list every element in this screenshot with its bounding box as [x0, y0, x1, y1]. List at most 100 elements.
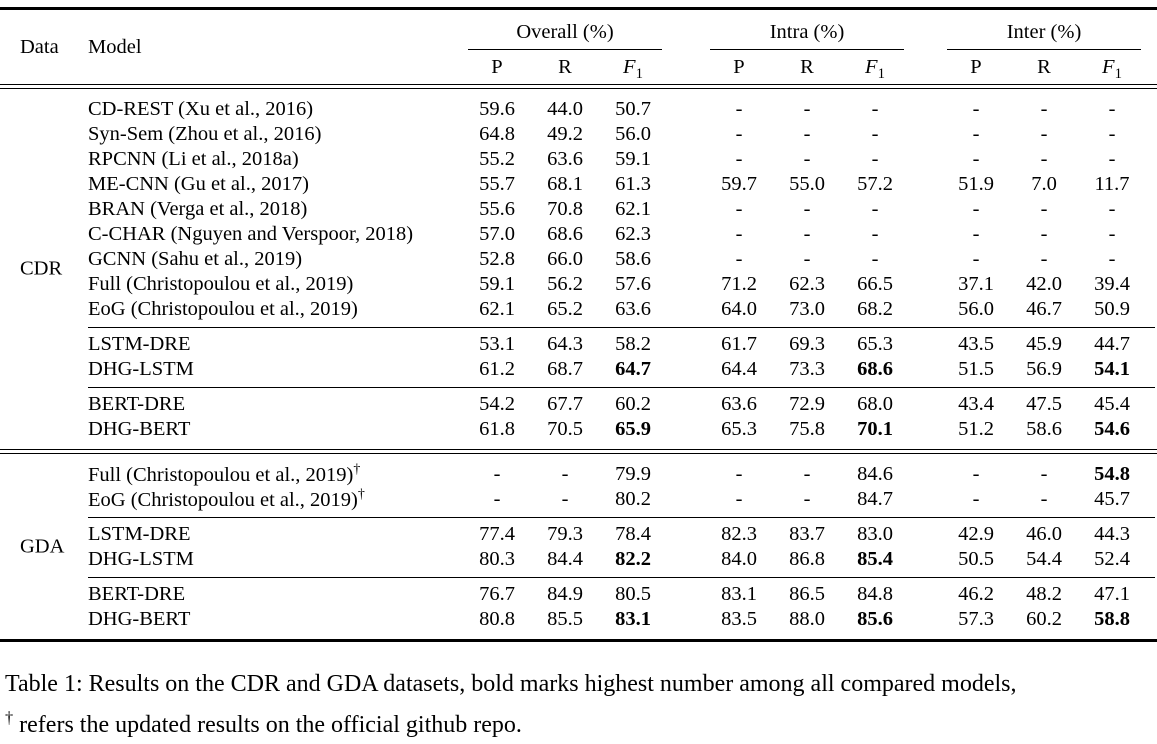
- metric-value-cell: -: [735, 98, 743, 120]
- metric-value-cell: 37.1: [958, 273, 994, 295]
- table-row: LSTM-DRE 53.1 64.3 58.2 61.7 69.3 65.3 43.5 45.9…: [0, 332, 1157, 357]
- model-name-cell: LSTM-DRE: [88, 523, 191, 545]
- table-header-row: Data Model Overall (%) P R F1 Intra (%): [0, 10, 1157, 84]
- metric-value-cell: 76.7: [479, 583, 515, 605]
- metric-value-cell: 65.3: [857, 333, 893, 355]
- metric-value-cell: 58.6: [615, 248, 651, 270]
- metric-value-cell: -: [803, 123, 811, 145]
- metric-value-cell: 57.3: [958, 608, 994, 630]
- metric-value-cell: 53.1: [479, 333, 515, 355]
- table-row: BERT-DRE 76.7 84.9 80.5 83.1 86.5 84.8 46.2 48.2…: [0, 582, 1157, 607]
- metric-value-cell: -: [735, 198, 743, 220]
- model-name-cell: EoG (Christopoulou et al., 2019)†: [88, 487, 365, 511]
- metric-value-cell: 64.0: [721, 298, 757, 320]
- metric-value-cell: -: [1040, 223, 1048, 245]
- metric-value-cell: 57.6: [615, 273, 651, 295]
- col-header-intra-r: R: [800, 56, 814, 78]
- metric-value-cell: 59.6: [479, 98, 515, 120]
- metric-value-cell: 68.7: [547, 358, 583, 380]
- metric-value-cell: 85.4: [857, 548, 893, 570]
- metric-value-cell: 61.3: [615, 173, 651, 195]
- metric-value-cell: 88.0: [789, 608, 825, 630]
- model-name-cell: DHG-LSTM: [88, 548, 194, 570]
- metric-value-cell: 42.9: [958, 523, 994, 545]
- dataset-label: GDA: [20, 535, 65, 557]
- metric-value-cell: -: [1108, 248, 1116, 270]
- metric-value-cell: 69.3: [789, 333, 825, 355]
- metric-value-cell: 59.1: [479, 273, 515, 295]
- col-header-data-label: Data: [20, 35, 59, 58]
- metric-value-cell: 70.5: [547, 418, 583, 440]
- metric-value-cell: 52.4: [1094, 548, 1130, 570]
- metric-value-cell: 67.7: [547, 393, 583, 415]
- model-name-cell: DHG-LSTM: [88, 358, 194, 380]
- table-row: BRAN (Verga et al., 2018) 55.6 70.8 62.1 - - -…: [0, 197, 1157, 222]
- overall-metric-headers: P R F1: [463, 53, 667, 83]
- metric-value-cell: 11.7: [1094, 173, 1130, 195]
- metric-value-cell: 61.2: [479, 358, 515, 380]
- metric-value-cell: -: [871, 248, 879, 270]
- intra-metric-headers: P R F1: [705, 53, 909, 83]
- metric-value-cell: 64.4: [721, 358, 757, 380]
- metric-value-cell: -: [972, 488, 980, 510]
- col-header-inter-f1: F1: [1102, 56, 1122, 83]
- metric-value-cell: 65.9: [615, 418, 651, 440]
- metric-value-cell: 56.0: [615, 123, 651, 145]
- metric-value-cell: 63.6: [547, 148, 583, 170]
- block-divider-rule: [88, 516, 1155, 518]
- metric-value-cell: 58.2: [615, 333, 651, 355]
- metric-value-cell: 60.2: [615, 393, 651, 415]
- metric-value-cell: 56.2: [547, 273, 583, 295]
- dagger-symbol: †: [5, 708, 14, 727]
- metric-value-cell: 56.9: [1026, 358, 1062, 380]
- metric-value-cell: 82.3: [721, 523, 757, 545]
- metric-value-cell: 84.4: [547, 548, 583, 570]
- metric-value-cell: -: [493, 463, 501, 485]
- metric-value-cell: 54.8: [1094, 463, 1130, 485]
- metric-value-cell: 86.5: [789, 583, 825, 605]
- metric-value-cell: 84.9: [547, 583, 583, 605]
- model-name-cell: CD-REST (Xu et al., 2016): [88, 98, 314, 120]
- metric-value-cell: -: [735, 463, 743, 485]
- metric-value-cell: -: [871, 123, 879, 145]
- metric-value-cell: 50.5: [958, 548, 994, 570]
- dataset-section-gda: GDA Full (Christopoulou et al., 2019)† - - 7…: [0, 454, 1157, 639]
- metric-value-cell: 65.3: [721, 418, 757, 440]
- header-bottom-rule: [0, 84, 1157, 89]
- col-group-inter-label: Inter (%): [1006, 21, 1082, 43]
- metric-value-cell: 55.0: [789, 173, 825, 195]
- caption-line-2: † refers the updated results on the offi…: [5, 701, 1149, 742]
- model-name-cell: BERT-DRE: [88, 393, 186, 415]
- metric-value-cell: -: [1108, 148, 1116, 170]
- metric-value-cell: 62.1: [615, 198, 651, 220]
- metric-value-cell: -: [735, 148, 743, 170]
- metric-value-cell: 84.0: [721, 548, 757, 570]
- metric-value-cell: 61.7: [721, 333, 757, 355]
- metric-value-cell: 80.8: [479, 608, 515, 630]
- metric-value-cell: -: [1040, 98, 1048, 120]
- table-row: ME-CNN (Gu et al., 2017) 55.7 68.1 61.3 59.7…: [0, 172, 1157, 197]
- model-name-cell: Full (Christopoulou et al., 2019): [88, 273, 354, 295]
- table-row: DHG-BERT 61.8 70.5 65.9 65.3 75.8 70.1 51.2 58.6…: [0, 417, 1157, 442]
- metric-value-cell: -: [972, 123, 980, 145]
- metric-value-cell: 46.2: [958, 583, 994, 605]
- metric-value-cell: 55.6: [479, 198, 515, 220]
- metric-value-cell: 54.4: [1026, 548, 1062, 570]
- caption-line-2-text: refers the updated results on the offici…: [19, 712, 522, 738]
- metric-value-cell: 66.5: [857, 273, 893, 295]
- model-name-cell: DHG-BERT: [88, 608, 191, 630]
- metric-value-cell: -: [1108, 123, 1116, 145]
- group-gap: [909, 10, 942, 84]
- metric-value-cell: 47.5: [1026, 393, 1062, 415]
- metric-value-cell: 59.7: [721, 173, 757, 195]
- metric-value-cell: 43.5: [958, 333, 994, 355]
- metric-value-cell: 82.2: [615, 548, 651, 570]
- inter-cmidrule: [947, 49, 1141, 50]
- table-row: Full (Christopoulou et al., 2019)† - - 79.9…: [0, 462, 1157, 487]
- block-divider-rule: [88, 576, 1155, 578]
- metric-value-cell: -: [803, 98, 811, 120]
- metric-value-cell: 68.6: [857, 358, 893, 380]
- metric-value-cell: 65.2: [547, 298, 583, 320]
- metric-value-cell: -: [871, 148, 879, 170]
